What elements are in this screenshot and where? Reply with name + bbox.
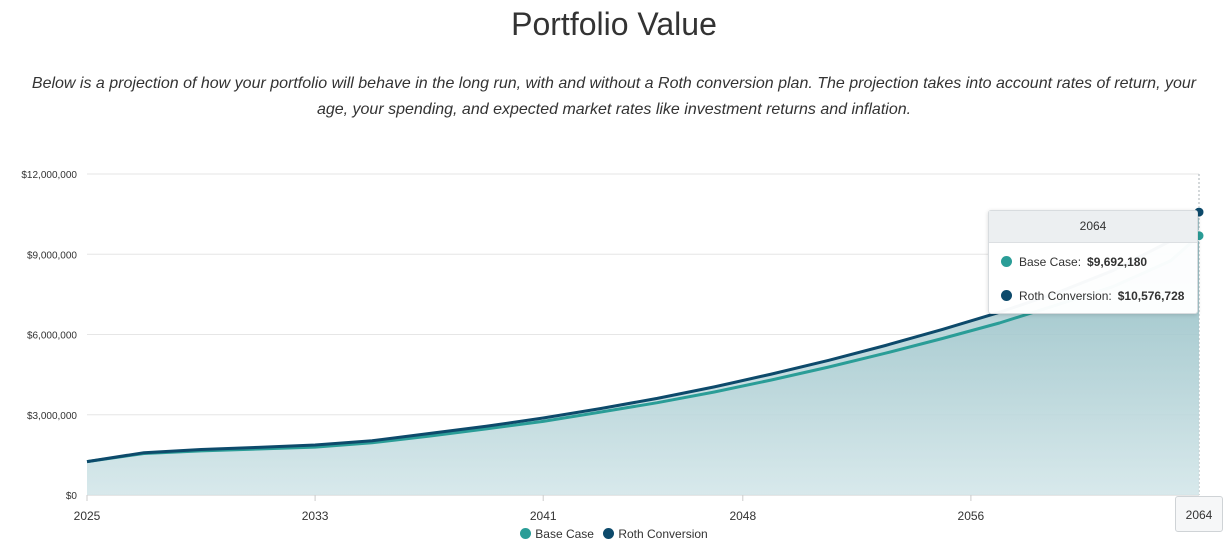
- tooltip-row-base-case: Base Case: $9,692,180: [1001, 254, 1147, 270]
- area-layer: [87, 212, 1199, 495]
- tooltip-roth-value: $10,576,728: [1117, 289, 1185, 303]
- base-case-area: [87, 235, 1199, 495]
- legend-roth-label: Roth Conversion: [618, 527, 708, 541]
- y-tick-label: $12,000,000: [21, 170, 77, 181]
- legend-item-roth-conversion[interactable]: Roth Conversion: [603, 527, 708, 541]
- x-tick-label: 2041: [530, 509, 557, 523]
- roth-conversion-legend-icon: [603, 528, 615, 539]
- page-description: Below is a projection of how your portfo…: [31, 75, 1197, 118]
- legend-base-label: Base Case: [535, 527, 594, 541]
- y-tick-label: $0: [66, 491, 78, 502]
- x-axis: 2025 2033 2041 2048 2056: [74, 495, 985, 523]
- tooltip-roth-label: Roth Conversion:: [1019, 289, 1112, 303]
- y-tick-label: $3,000,000: [27, 411, 77, 422]
- y-tick-label: $6,000,000: [27, 331, 77, 342]
- roth-conversion-dot-icon: [1001, 290, 1012, 301]
- x-tick-label: 2033: [302, 509, 329, 523]
- base-case-legend-icon: [520, 528, 532, 539]
- base-case-dot-icon: [1001, 256, 1012, 267]
- crosshair-x-label: 2064: [1175, 496, 1223, 532]
- tooltip-year: 2064: [989, 211, 1197, 243]
- tooltip-row-roth-conversion: Roth Conversion: $10,576,728: [1001, 288, 1184, 304]
- x-tick-label: 2056: [958, 509, 985, 523]
- chart-legend: Base Case Roth Conversion: [0, 527, 1228, 541]
- x-tick-label: 2048: [729, 509, 756, 523]
- tooltip-base-label: Base Case:: [1019, 255, 1082, 269]
- x-tick-label: 2025: [74, 509, 101, 523]
- y-axis: $0 $3,000,000 $6,000,000 $9,000,000 $12,000,…: [21, 170, 77, 502]
- tooltip-base-value: $9,692,180: [1087, 255, 1148, 269]
- legend-item-base-case[interactable]: Base Case: [520, 527, 594, 541]
- chart-tooltip: 2064 Base Case: $9,692,180 Roth Conversio…: [988, 210, 1198, 314]
- page-title: Portfolio Value: [511, 6, 717, 42]
- y-tick-label: $9,000,000: [27, 250, 77, 261]
